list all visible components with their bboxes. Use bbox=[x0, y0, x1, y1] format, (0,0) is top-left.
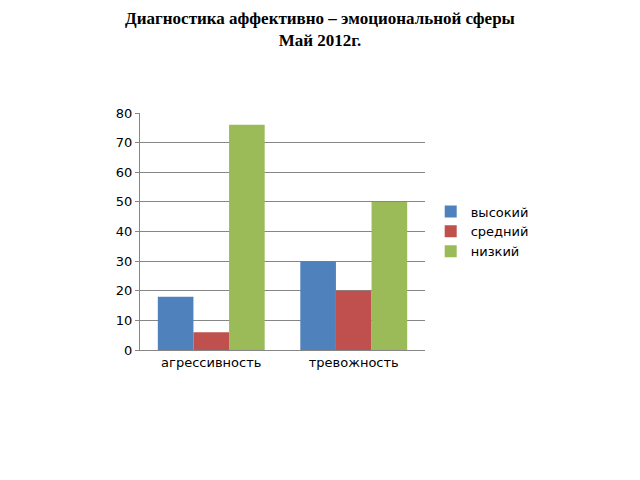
svg-text:высокий: высокий bbox=[471, 205, 529, 220]
svg-text:10: 10 bbox=[116, 313, 133, 328]
svg-text:40: 40 bbox=[116, 224, 133, 239]
svg-text:0: 0 bbox=[124, 343, 132, 358]
svg-text:тревожность: тревожность bbox=[309, 355, 399, 370]
svg-text:80: 80 bbox=[116, 106, 133, 121]
svg-text:агрессивность: агрессивность bbox=[161, 355, 261, 370]
svg-text:средний: средний bbox=[471, 224, 529, 239]
svg-text:50: 50 bbox=[116, 194, 133, 209]
svg-text:60: 60 bbox=[116, 165, 133, 180]
svg-text:низкий: низкий bbox=[471, 244, 520, 259]
svg-text:Диагностика аффективно – эмоци: Диагностика аффективно – эмоциональной с… bbox=[125, 9, 515, 50]
svg-text:30: 30 bbox=[116, 254, 133, 269]
svg-text:70: 70 bbox=[116, 135, 133, 150]
svg-text:20: 20 bbox=[116, 283, 133, 298]
